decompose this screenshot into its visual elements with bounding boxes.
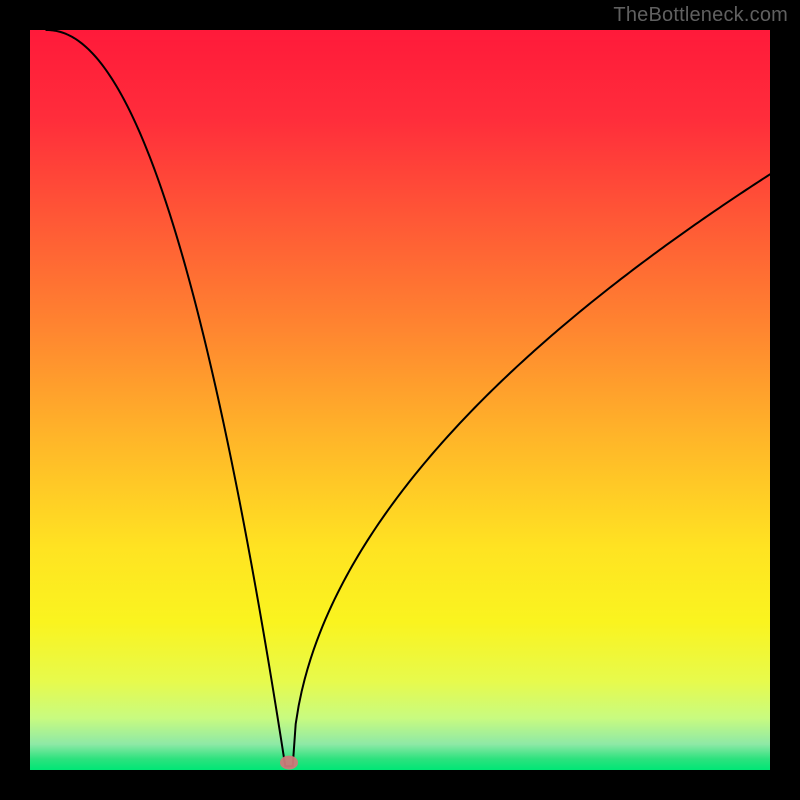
plot-area [30, 30, 770, 770]
chart-outer: TheBottleneck.com [0, 0, 800, 800]
optimum-marker [280, 756, 298, 770]
gradient-background [30, 30, 770, 770]
watermark-text: TheBottleneck.com [613, 4, 788, 27]
chart-svg [30, 30, 770, 770]
